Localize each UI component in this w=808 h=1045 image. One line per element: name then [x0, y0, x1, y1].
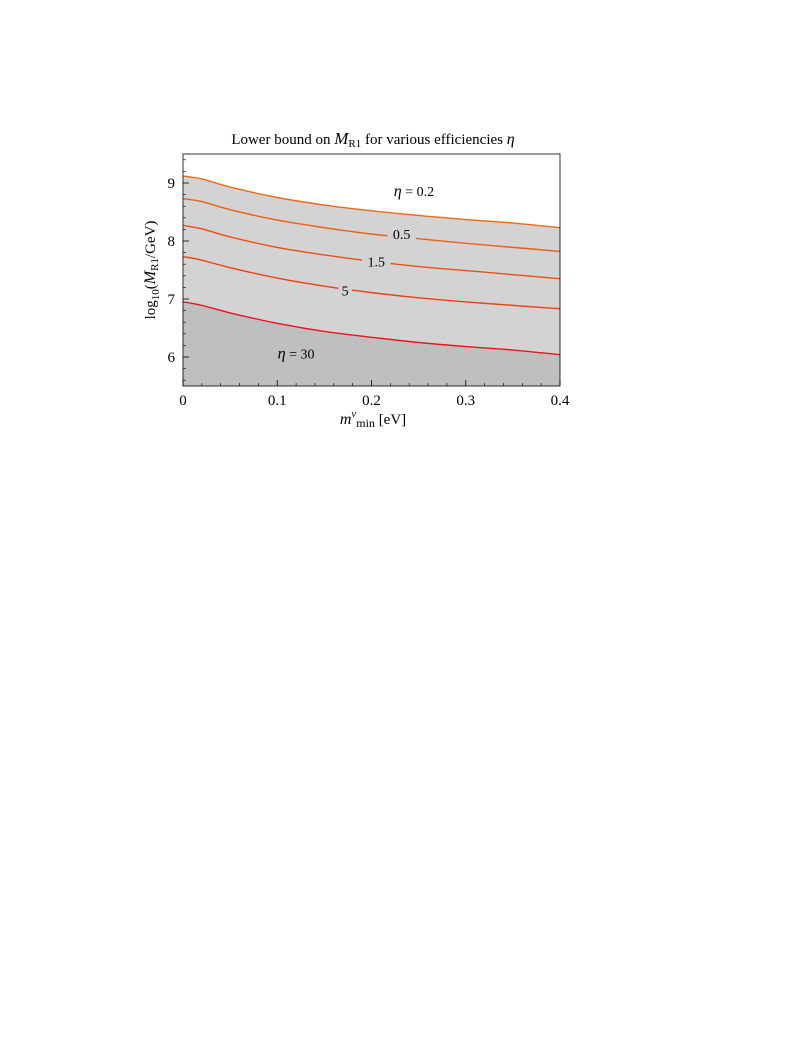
x-axis-label: mνmin [eV]: [340, 408, 406, 430]
contour-line-eta-30: [182, 301, 561, 356]
excluded-region-fill: [183, 301, 560, 386]
contour-label-eta-0-5: 0.5: [393, 228, 411, 243]
y-tick-label: 8: [168, 234, 176, 250]
contour-labels: η = 0.2 0.5 1.5 5 η = 30: [278, 183, 434, 362]
contour-label-gap-5: [338, 281, 352, 298]
contour-label-eta-0-2: η = 0.2: [394, 183, 434, 200]
contour-label-gap-1-5: [361, 252, 391, 269]
y-tick-label: 9: [168, 176, 176, 192]
x-tick-label: 0.3: [456, 393, 475, 409]
contour-label-eta-1-5: 1.5: [367, 255, 385, 270]
plot-area: η = 0.2 0.5 1.5 5 η = 30: [182, 153, 561, 387]
x-tick-label: 0: [179, 393, 187, 409]
contour-line-eta-0-5: [182, 197, 561, 253]
y-tick-label: 7: [168, 292, 176, 308]
x-axis: 0 0.1 0.2 0.3 0.4: [179, 380, 570, 409]
y-tick-label: 6: [168, 350, 176, 366]
x-tick-label: 0.1: [268, 393, 287, 409]
contour-line-eta-0-2: [182, 175, 561, 229]
contour-label-eta-30: η = 30: [278, 346, 315, 363]
contour-label-gap-0-5: [387, 225, 416, 242]
x-tick-label: 0.2: [362, 393, 381, 409]
chart-title: Lower bound on MR1 for various efficienc…: [231, 129, 514, 150]
x-tick-label: 0.4: [551, 393, 570, 409]
y-axis-label: log10(MR1/GeV): [142, 221, 162, 320]
contour-label-eta-5: 5: [342, 284, 349, 299]
contour-line-eta-1-5: [182, 224, 561, 280]
y-axis: 6 7 8 9: [168, 159, 189, 381]
